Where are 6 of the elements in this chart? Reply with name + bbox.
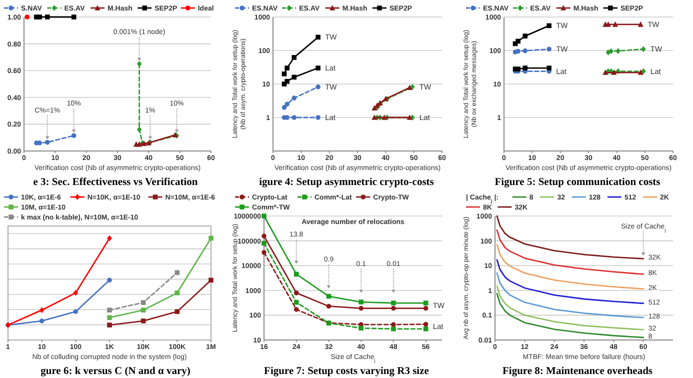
text: e 3: Sec. Effectiveness vs Verification	[33, 177, 198, 188]
text: igure 4: Setup asymmetric crypto-costs	[259, 177, 434, 188]
text: Figure 8: Maintenance overheads	[502, 366, 652, 377]
text: Figure 5: Setup communication costs	[494, 177, 660, 188]
text: Figure 7: Setup costs varying R3 size	[264, 366, 430, 377]
text: gure 6: k versus C (N and α vary)	[40, 366, 191, 377]
